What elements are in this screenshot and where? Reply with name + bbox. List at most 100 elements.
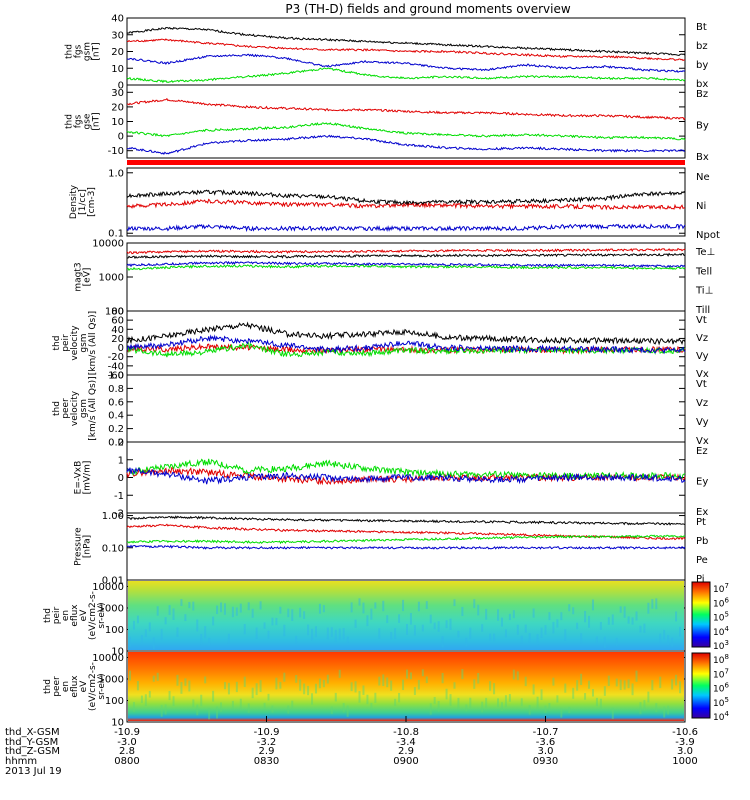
series-Ne-line — [126, 198, 685, 211]
spectrogram-cell — [231, 700, 234, 710]
y-label-line: (eV/cm2-s- — [88, 591, 98, 640]
spectrogram-cell — [445, 620, 448, 629]
series-Ni-line — [126, 189, 686, 206]
y-tick-label: 40 — [111, 325, 124, 336]
x-tick-label-x: -10.9 — [114, 727, 140, 738]
spectrogram-cell — [599, 621, 602, 630]
spectrogram-cell — [576, 622, 579, 630]
spectrogram-cell — [406, 624, 408, 635]
panel-peer_velocity: 1.0 0.8 0.6 0.4 0.2 0.0 thd peer velocity gsm [km/… — [52, 371, 709, 449]
y-label-line: [cm-3] — [87, 187, 97, 217]
spectrogram-cell — [457, 630, 460, 638]
spectrogram-cell — [196, 704, 199, 716]
x-tick-label-y: -3.4 — [396, 737, 416, 748]
spectrogram-cell — [500, 617, 503, 627]
spectrogram-cell — [544, 625, 547, 635]
colorbar-label: 104 — [713, 710, 729, 723]
spectrogram-cell — [580, 633, 583, 644]
spectrogram-cell — [429, 614, 432, 624]
spectrogram-cell — [532, 608, 535, 618]
spectrogram-cell — [516, 624, 519, 635]
spectrogram-cell — [295, 635, 298, 644]
series-Ey-line — [126, 458, 686, 481]
spectrogram-cell — [172, 696, 175, 706]
spectrogram-cell — [303, 611, 306, 619]
spectrogram-cell — [314, 626, 317, 638]
y-tick-label: 10000 — [92, 239, 124, 250]
spectrogram-cell — [611, 614, 614, 625]
spectrogram-cell — [322, 605, 325, 613]
spectrogram-cell — [231, 606, 234, 618]
spectrogram-cell — [409, 612, 412, 625]
spectrogram-cell — [283, 672, 286, 682]
spectrogram-cell — [568, 604, 571, 612]
legend-Bz: Bz — [696, 89, 708, 100]
y-tick-label: 60 — [111, 316, 124, 327]
spectrogram-cell — [536, 696, 539, 709]
legend-Till: Till — [695, 305, 710, 316]
x-tick-label-y: -3.2 — [257, 737, 277, 748]
spectrogram-cell — [370, 702, 373, 710]
y-label-line: velocity — [70, 390, 80, 426]
colorbar-label: 105 — [713, 696, 729, 709]
spectrogram-cell — [631, 683, 634, 696]
spectrogram-cell — [342, 628, 345, 640]
spectrogram-cell — [263, 622, 266, 629]
spectrogram-cell — [271, 617, 274, 626]
spectrogram-cell — [251, 687, 254, 699]
spectrogram-cell — [651, 599, 654, 609]
series-Pt-line — [126, 515, 686, 526]
series-Pe-line — [126, 534, 686, 545]
spectrogram-cell — [275, 617, 278, 626]
figure-title: P3 (TH-D) fields and ground moments over… — [285, 2, 570, 16]
y-label-line: [km/s (All Qs)] — [88, 376, 98, 440]
spectrogram-cell — [267, 630, 270, 639]
spectrogram-cell — [500, 702, 503, 712]
spectrogram-cell — [188, 601, 191, 609]
spectrogram-cell — [497, 609, 500, 621]
spectrogram-cell — [378, 628, 381, 639]
spectrogram-cell — [504, 629, 507, 638]
spectrogram-cell — [477, 604, 480, 616]
y-tick-label: 20 — [111, 102, 124, 113]
spectrogram-cell — [619, 606, 622, 613]
spectrogram-cell — [180, 599, 183, 606]
spectrogram-cell — [635, 670, 638, 682]
spectrogram-cell — [663, 629, 666, 640]
series-Vx-line — [126, 334, 686, 355]
spectrogram-cell — [382, 674, 385, 686]
y-tick-label: 0 — [118, 81, 124, 92]
x-tick-label-t: 1000 — [672, 756, 697, 767]
spectrogram-cell — [671, 637, 674, 647]
spectrogram-cell — [635, 611, 638, 621]
y-label-line: [km/s (All Qs)] — [88, 311, 98, 375]
y-tick-label: 1.0 — [108, 371, 124, 382]
colorbar-label: 104 — [713, 625, 729, 638]
x-tick-label-z: 2.9 — [259, 746, 275, 757]
spectrogram-cell — [318, 603, 321, 614]
series-Ti⊥-line — [126, 260, 686, 269]
x-row-label: thd_Y-GSM — [5, 737, 58, 748]
spectrogram-cell — [607, 617, 610, 625]
x-tick-label-y: -3.0 — [117, 737, 137, 748]
spectrogram-cell — [508, 694, 511, 702]
spectrogram-cell — [516, 671, 519, 681]
spectrogram-cell — [394, 698, 397, 706]
spectrogram-cell — [271, 705, 274, 713]
spectrogram-cell — [469, 627, 472, 639]
spectrogram-cell — [164, 704, 167, 715]
legend-Vt: Vt — [696, 315, 707, 326]
spectrogram-cell — [520, 635, 523, 644]
spectrogram-cell — [493, 683, 496, 695]
y-label-line: gsm — [79, 333, 89, 352]
spectrogram-cell — [188, 680, 191, 692]
spectrogram-cell — [334, 692, 337, 702]
spectrogram-cell — [223, 603, 226, 615]
series-Pi-line — [126, 544, 686, 550]
spectrogram-cell — [667, 635, 670, 646]
spectrogram-cell — [584, 610, 587, 623]
spectrogram-cell — [627, 616, 630, 624]
spectrogram-cell — [354, 681, 357, 693]
spectrogram-cell — [615, 637, 618, 646]
y-tick-label: 0.10 — [102, 543, 124, 554]
